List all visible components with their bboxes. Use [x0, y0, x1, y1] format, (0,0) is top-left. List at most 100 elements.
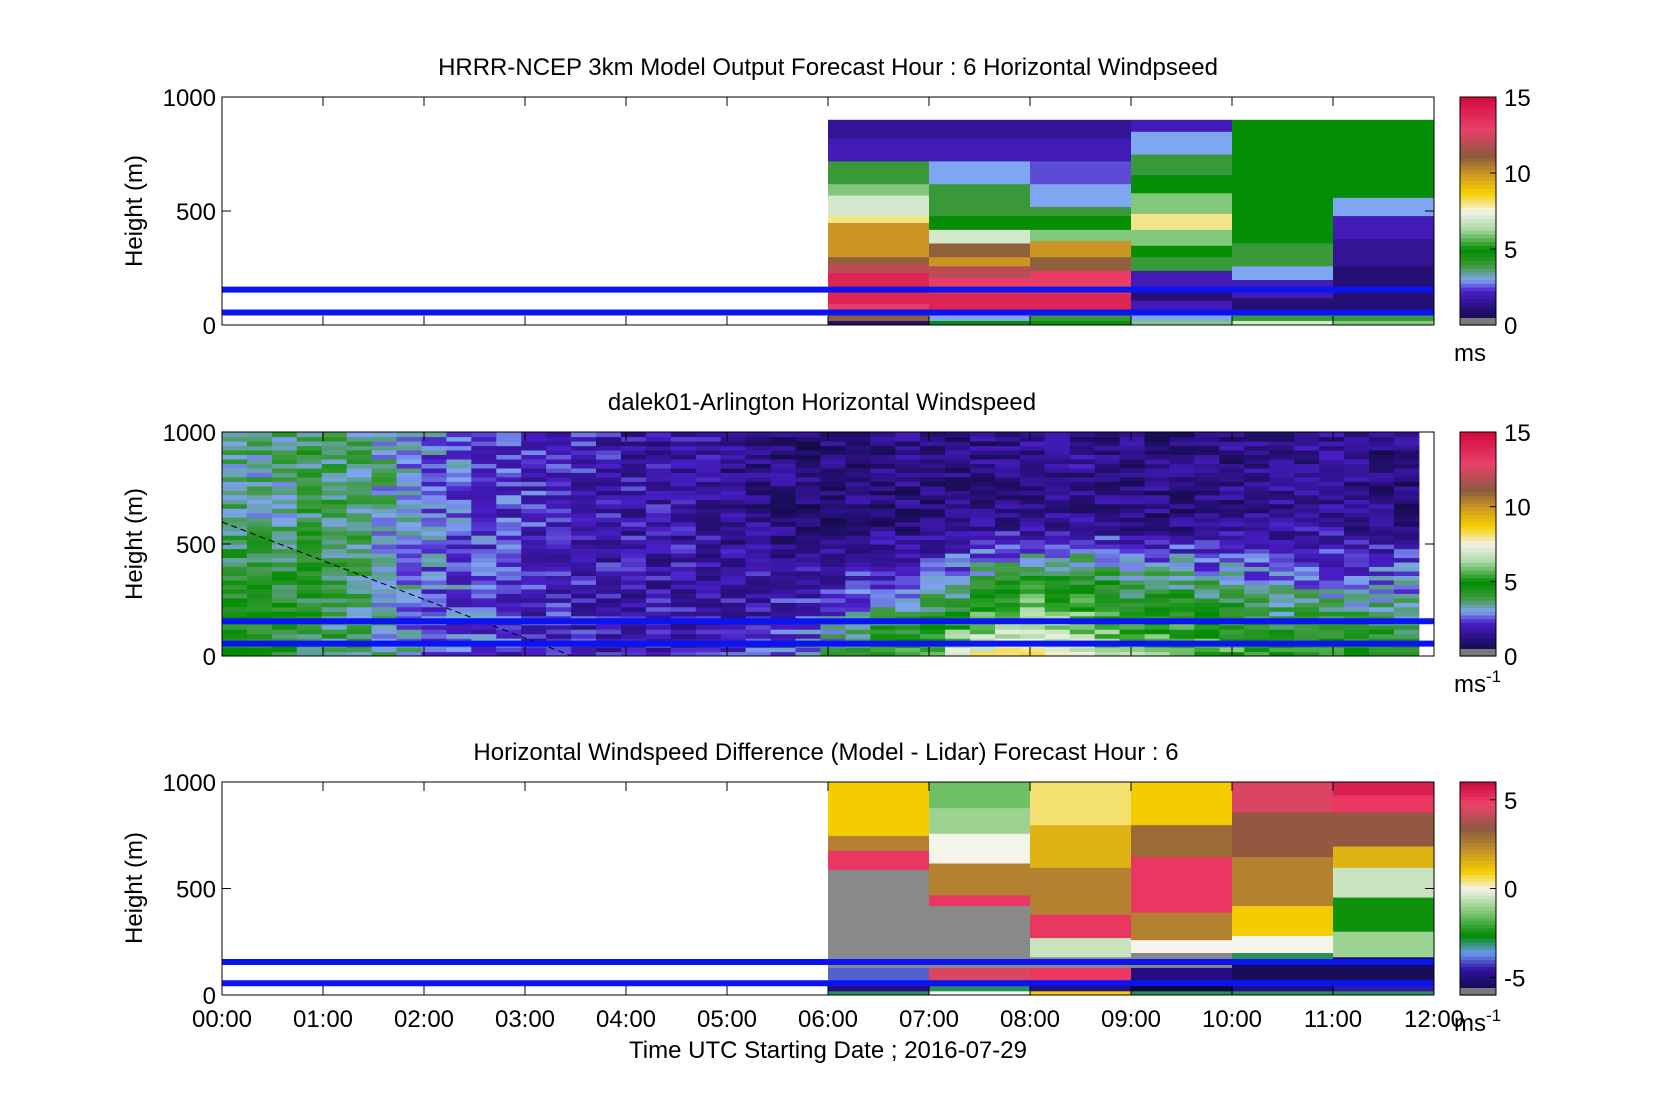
colorbar-swatch	[1460, 298, 1496, 303]
heatmap-cell	[828, 303, 930, 312]
heatmap-cell	[346, 526, 373, 532]
heatmap-cell	[396, 570, 422, 576]
heatmap-cell	[870, 485, 896, 491]
heatmap-cell	[1169, 597, 1195, 603]
heatmap-cell	[371, 638, 398, 644]
colorbar-swatch	[1460, 831, 1496, 836]
heatmap-cell	[446, 530, 472, 536]
colorbar-swatch	[1460, 874, 1496, 879]
heatmap-cell	[421, 561, 447, 567]
heatmap-cell	[895, 521, 921, 527]
heatmap-cell	[1269, 449, 1295, 455]
heatmap-cell	[371, 615, 398, 621]
heatmap-cell	[371, 584, 398, 590]
heatmap-cell	[271, 463, 298, 469]
heatmap-cell	[546, 633, 572, 639]
heatmap-cell	[621, 521, 647, 527]
colorbar-swatch	[1460, 881, 1496, 886]
heatmap-cell	[970, 467, 996, 473]
heatmap-cell	[1393, 597, 1420, 603]
heatmap-cell	[271, 485, 298, 491]
heatmap-cell	[1094, 584, 1121, 590]
heatmap-cell	[828, 195, 930, 217]
heatmap-cell	[670, 561, 697, 567]
heatmap-cell	[1144, 561, 1171, 567]
heatmap-cell	[296, 570, 323, 576]
heatmap-cell	[795, 472, 821, 478]
heatmap-cell	[396, 624, 422, 630]
heatmap-cell	[596, 535, 622, 541]
heatmap-cell	[1069, 584, 1096, 590]
x-tick-label: 00:00	[192, 1006, 252, 1033]
heatmap-cell	[945, 530, 971, 536]
heatmap-cell	[1244, 490, 1270, 496]
heatmap-cell	[1393, 512, 1420, 518]
colorbar-swatch	[1460, 525, 1496, 530]
heatmap-cell	[770, 584, 797, 590]
heatmap-cell	[1194, 548, 1220, 554]
heatmap-cell	[1194, 629, 1220, 635]
heatmap-cell	[1333, 160, 1434, 185]
heatmap-cell	[1019, 449, 1046, 455]
heatmap-cell	[870, 526, 896, 532]
colorbar-swatch	[1460, 782, 1496, 787]
heatmap-cell	[421, 615, 447, 621]
x-tick-label: 01:00	[293, 1006, 353, 1033]
heatmap-cell	[720, 503, 747, 509]
heatmap-cell	[1344, 494, 1370, 500]
heatmap-cell	[1030, 215, 1132, 230]
heatmap-cell	[745, 575, 772, 581]
heatmap-cell	[296, 432, 323, 438]
heatmap-cell	[446, 584, 472, 590]
heatmap-cell	[795, 593, 821, 599]
heatmap-cell	[496, 472, 522, 478]
heatmap-cells	[828, 119, 1434, 325]
heatmap-cell	[1269, 463, 1295, 469]
heatmap-cell	[521, 588, 547, 594]
heatmap-cell	[521, 548, 547, 554]
x-tick-label: 06:00	[798, 1006, 858, 1033]
heatmap-cell	[446, 481, 472, 487]
heatmap-cell	[929, 894, 1031, 907]
heatmap-cell	[371, 512, 398, 518]
heatmap-cell	[1119, 597, 1146, 603]
heatmap-cell	[1194, 647, 1220, 653]
heatmap-cell	[828, 238, 930, 258]
heatmap-cell	[945, 508, 971, 514]
colorbar-swatch	[1460, 785, 1496, 790]
heatmap-cell	[571, 561, 597, 567]
heatmap-cell	[820, 526, 846, 532]
heatmap-cell	[945, 593, 971, 599]
heatmap-cell	[820, 441, 846, 447]
colorbar-swatch	[1460, 252, 1496, 258]
heatmap-cell	[920, 597, 946, 603]
heatmap-cell	[1030, 967, 1132, 983]
heatmap-cell	[621, 629, 647, 635]
heatmap-cell	[1393, 584, 1420, 590]
heatmap-cell	[1194, 432, 1220, 438]
heatmap-cell	[496, 647, 522, 653]
heatmap-cell	[222, 445, 248, 451]
heatmap-cell	[1393, 548, 1420, 554]
heatmap-cell	[1219, 615, 1245, 621]
heatmap-cell	[1244, 472, 1270, 478]
heatmap-cell	[621, 441, 647, 447]
heatmap-cell	[1119, 579, 1146, 585]
heatmap-cell	[1144, 579, 1171, 585]
heatmap-cell	[945, 463, 971, 469]
heatmap-cell	[995, 553, 1021, 559]
heatmap-cell	[995, 517, 1021, 523]
heatmap-cell	[271, 539, 298, 545]
heatmap-cell	[1169, 651, 1195, 656]
heatmap-cell	[446, 485, 472, 491]
heatmap-cell	[446, 633, 472, 639]
colorbar-swatch	[1460, 514, 1496, 519]
heatmap-cell	[346, 436, 373, 442]
heatmap-cell	[222, 638, 248, 644]
heatmap-cell	[770, 467, 797, 473]
colorbar-swatch	[1460, 146, 1496, 151]
colorbar-swatch	[1460, 544, 1496, 549]
heatmap-cell	[222, 557, 248, 563]
heatmap-cell	[895, 481, 921, 487]
heatmap-cell	[521, 624, 547, 630]
